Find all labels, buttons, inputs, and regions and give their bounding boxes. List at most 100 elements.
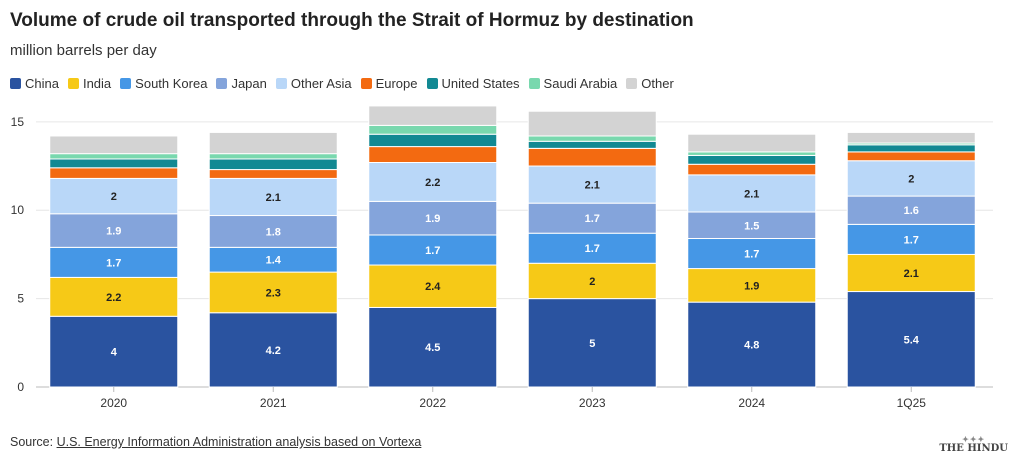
bar-saudi-arabia-2023 xyxy=(527,135,657,142)
bar-europe-1q25 xyxy=(846,151,976,162)
data-label: 4.5 xyxy=(425,342,440,354)
y-tick-label: 10 xyxy=(11,203,25,217)
bar-china-2023 xyxy=(527,298,657,388)
bar-saudi-arabia-2021 xyxy=(208,153,338,160)
bar-south-korea-2023 xyxy=(527,232,657,264)
legend-item-united-states[interactable]: United States xyxy=(426,76,520,91)
y-tick-label: 0 xyxy=(17,380,24,394)
bar-saudi-arabia-2024 xyxy=(687,151,817,156)
brand-logo: ✦✦✦ THE HINDU xyxy=(939,434,1008,454)
legend-swatch xyxy=(67,78,79,89)
data-label: 1.9 xyxy=(744,280,759,292)
legend-item-saudi-arabia[interactable]: Saudi Arabia xyxy=(528,76,618,91)
data-label: 2.1 xyxy=(585,180,600,192)
bar-other-2023 xyxy=(527,110,657,137)
legend-label: Japan xyxy=(231,76,267,91)
legend-label: Other xyxy=(641,76,674,91)
legend: China India South Korea Japan Other Asia Euro… xyxy=(10,76,683,91)
data-label: 1.8 xyxy=(266,226,281,238)
chart-title: Volume of crude oil transported through … xyxy=(10,10,694,31)
bar-other-1q25 xyxy=(846,131,976,144)
x-tick-label: 2024 xyxy=(738,396,765,410)
bar-saudi-arabia-2022 xyxy=(368,124,498,135)
x-tick-label: 2021 xyxy=(260,396,287,410)
data-label: 2.1 xyxy=(744,188,759,200)
legend-item-europe[interactable]: Europe xyxy=(360,76,418,91)
bar-united-states-2021 xyxy=(208,158,338,171)
legend-item-other[interactable]: Other xyxy=(626,76,674,91)
data-label: 1.7 xyxy=(425,245,440,257)
data-label: 1.9 xyxy=(106,226,121,238)
bar-china-2022 xyxy=(368,306,498,388)
legend-item-south-korea[interactable]: South Korea xyxy=(120,76,207,91)
data-label: 1.6 xyxy=(904,205,919,217)
bar-europe-2022 xyxy=(368,146,498,163)
bar-other-2020 xyxy=(49,135,179,155)
brand-seal-icon: ✦✦✦ xyxy=(962,434,986,444)
source-label: Source: xyxy=(10,435,57,449)
legend-item-other-asia[interactable]: Other Asia xyxy=(275,76,352,91)
legend-swatch xyxy=(216,78,228,89)
legend-item-india[interactable]: India xyxy=(67,76,112,91)
data-label: 1.7 xyxy=(585,243,600,255)
data-label: 2.4 xyxy=(425,281,441,293)
data-label: 5.4 xyxy=(904,334,920,346)
data-label: 1.7 xyxy=(106,257,121,269)
x-tick-label: 2022 xyxy=(419,396,446,410)
bar-united-states-2023 xyxy=(527,140,657,149)
legend-swatch xyxy=(626,78,638,89)
bar-europe-2020 xyxy=(49,167,179,179)
data-label: 2 xyxy=(589,276,595,288)
bar-saudi-arabia-2020 xyxy=(49,153,179,160)
bar-other-asia-2023 xyxy=(527,165,657,204)
data-label: 5 xyxy=(589,338,595,350)
bar-india-2020 xyxy=(49,276,179,317)
bar-united-states-1q25 xyxy=(846,144,976,153)
data-label: 4.8 xyxy=(744,340,759,352)
legend-item-china[interactable]: China xyxy=(10,76,59,91)
legend-label: India xyxy=(82,76,112,91)
bar-europe-2023 xyxy=(527,147,657,167)
data-label: 1.7 xyxy=(904,234,919,246)
bar-europe-2021 xyxy=(208,169,338,179)
bar-south-korea-2021 xyxy=(208,246,338,273)
bar-united-states-2024 xyxy=(687,154,817,165)
legend-label: Saudi Arabia xyxy=(543,76,618,91)
bar-india-2021 xyxy=(208,271,338,314)
source-link[interactable]: U.S. Energy Information Administration a… xyxy=(56,435,422,449)
data-label: 1.7 xyxy=(585,213,600,225)
legend-item-japan[interactable]: Japan xyxy=(216,76,267,91)
legend-label: Europe xyxy=(375,76,418,91)
bar-other-asia-2024 xyxy=(687,174,817,213)
chart-subtitle: million barrels per day xyxy=(10,42,157,59)
bar-united-states-2022 xyxy=(368,133,498,148)
bar-japan-2022 xyxy=(368,200,498,236)
legend-label: United States xyxy=(441,76,520,91)
bar-united-states-2020 xyxy=(49,158,179,169)
data-label: 1.7 xyxy=(744,249,759,261)
data-label: 4 xyxy=(111,347,118,359)
bar-india-2023 xyxy=(527,262,657,300)
data-label: 1.4 xyxy=(266,255,282,267)
legend-swatch xyxy=(528,78,540,89)
bar-other-2022 xyxy=(368,105,498,126)
bar-china-2021 xyxy=(208,312,338,388)
data-label: 2.1 xyxy=(266,192,281,204)
bar-other-2024 xyxy=(687,133,817,153)
x-tick-label: 2020 xyxy=(100,396,127,410)
legend-swatch xyxy=(275,78,287,89)
source-note: Source: U.S. Energy Information Administ… xyxy=(10,435,421,449)
data-label: 2 xyxy=(111,191,117,203)
stacked-bar-chart: 0 5 10 15 4 2.2 1.7 1.9 2 2020 4.2 2.3 1.4 1.8 2.1 2021… xyxy=(11,105,993,410)
data-label: 2.2 xyxy=(425,177,440,189)
data-label: 2.1 xyxy=(904,268,919,280)
data-label: 2.3 xyxy=(266,287,281,299)
legend-label: South Korea xyxy=(135,76,208,91)
data-label: 2.2 xyxy=(106,292,121,304)
legend-swatch xyxy=(120,78,132,89)
legend-swatch xyxy=(10,78,21,89)
data-label: 4.2 xyxy=(266,345,281,357)
x-tick-label: 1Q25 xyxy=(897,396,927,410)
legend-swatch xyxy=(426,78,438,89)
data-label: 1.9 xyxy=(425,213,440,225)
